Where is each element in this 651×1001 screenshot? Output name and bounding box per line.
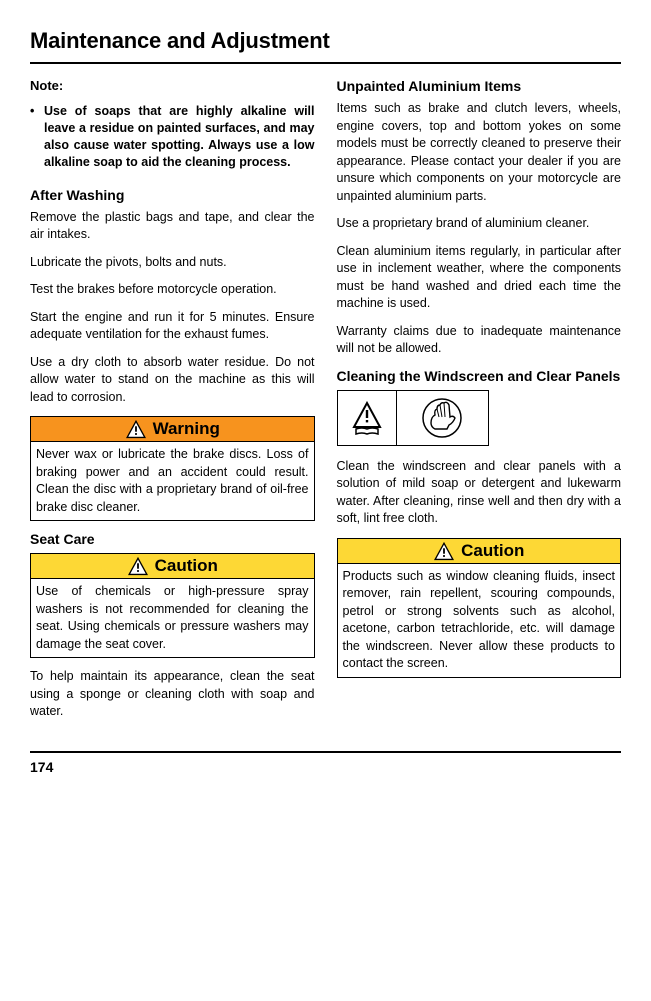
title-separator <box>30 62 621 64</box>
icon-row <box>337 390 489 446</box>
unpainted-p4: Warranty claims due to inadequate mainte… <box>337 323 622 358</box>
caution-label-left: Caution <box>155 556 218 576</box>
after-washing-p5: Use a dry cloth to absorb water residue.… <box>30 354 315 407</box>
warning-body: Never wax or lubricate the brake discs. … <box>31 442 314 520</box>
caution-header-right: Caution <box>338 539 621 564</box>
right-column: Unpainted Aluminium Items Items such as … <box>337 78 622 731</box>
warning-triangle-icon <box>433 541 455 561</box>
hand-wash-icon <box>417 397 467 439</box>
note-item: Use of soaps that are highly alkaline wi… <box>44 103 315 171</box>
note-list: Use of soaps that are highly alkaline wi… <box>30 103 315 171</box>
caution-box-right: Caution Products such as window cleaning… <box>337 538 622 678</box>
warning-triangle-icon <box>127 556 149 576</box>
warning-triangle-icon <box>125 419 147 439</box>
unpainted-p3: Clean aluminium items regularly, in part… <box>337 243 622 313</box>
page-title: Maintenance and Adjustment <box>30 28 621 54</box>
caution-header-left: Caution <box>31 554 314 579</box>
unpainted-heading: Unpainted Aluminium Items <box>337 78 622 94</box>
after-washing-p4: Start the engine and run it for 5 minute… <box>30 309 315 344</box>
seat-care-heading: Seat Care <box>30 531 315 547</box>
warning-label: Warning <box>153 419 220 439</box>
caution-body-left: Use of chemicals or high-pressure spray … <box>31 579 314 657</box>
after-washing-heading: After Washing <box>30 187 315 203</box>
left-column: Note: Use of soaps that are highly alkal… <box>30 78 315 731</box>
seat-care-p1: To help maintain its appearance, clean t… <box>30 668 315 721</box>
caution-box-left: Caution Use of chemicals or high-pressur… <box>30 553 315 658</box>
caution-body-right: Products such as window cleaning fluids,… <box>338 564 621 677</box>
windscreen-heading: Cleaning the Windscreen and Clear Panels <box>337 368 622 384</box>
warning-box: Warning Never wax or lubricate the brake… <box>30 416 315 521</box>
unpainted-p2: Use a proprietary brand of aluminium cle… <box>337 215 622 233</box>
after-washing-p3: Test the brakes before motorcycle operat… <box>30 281 315 299</box>
manual-alert-icon <box>350 401 384 435</box>
manual-alert-cell <box>338 391 397 445</box>
unpainted-p1: Items such as brake and clutch levers, w… <box>337 100 622 205</box>
hand-wash-cell <box>397 391 488 445</box>
caution-label-right: Caution <box>461 541 524 561</box>
footer-separator <box>30 751 621 753</box>
warning-header: Warning <box>31 417 314 442</box>
page-number: 174 <box>30 759 621 775</box>
after-washing-p1: Remove the plastic bags and tape, and cl… <box>30 209 315 244</box>
note-label: Note: <box>30 78 315 93</box>
document-page: Maintenance and Adjustment Note: Use of … <box>0 0 651 795</box>
windscreen-p1: Clean the windscreen and clear panels wi… <box>337 458 622 528</box>
after-washing-p2: Lubricate the pivots, bolts and nuts. <box>30 254 315 272</box>
two-column-layout: Note: Use of soaps that are highly alkal… <box>30 78 621 731</box>
